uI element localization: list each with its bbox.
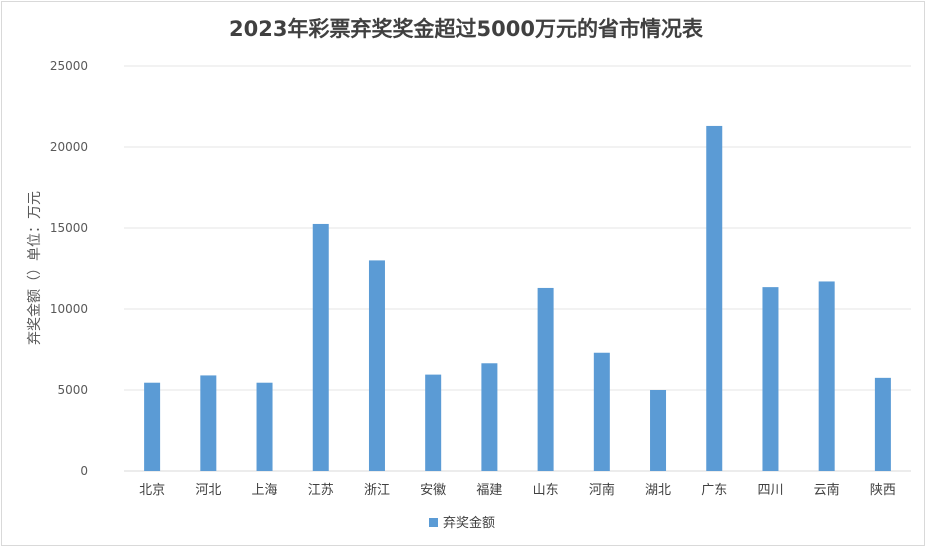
x-tick-label: 安徽 xyxy=(420,483,446,498)
bar xyxy=(200,375,217,471)
bar xyxy=(425,374,442,471)
x-tick-label: 上海 xyxy=(252,483,278,498)
y-tick-label: 25000 xyxy=(50,59,88,73)
x-tick-label: 湖北 xyxy=(645,483,671,498)
x-tick-label: 河北 xyxy=(195,483,221,498)
bar xyxy=(874,377,891,471)
chart-title: 2023年彩票弃奖奖金超过5000万元的省市情况表 xyxy=(229,17,704,41)
bar xyxy=(762,287,779,471)
y-axis-ticks: 0 5000 10000 15000 20000 25000 xyxy=(50,59,88,478)
legend: 弃奖金额 xyxy=(429,515,495,531)
bar xyxy=(650,390,667,471)
bar xyxy=(312,223,329,471)
legend-label: 弃奖金额 xyxy=(443,515,495,531)
x-tick-label: 江苏 xyxy=(308,482,334,498)
bar xyxy=(818,281,835,471)
x-tick-label: 云南 xyxy=(814,482,840,498)
legend-swatch xyxy=(429,518,438,527)
y-tick-label: 0 xyxy=(80,464,88,478)
bar xyxy=(256,382,273,471)
bar xyxy=(368,260,385,471)
x-axis-categories: 北京 河北 上海 江苏 浙江 安徽 福建 山东 河南 湖北 广东 四川 云南 陕西 xyxy=(139,482,896,498)
x-tick-label: 河南 xyxy=(589,482,615,498)
bar xyxy=(706,125,723,471)
y-tick-label: 10000 xyxy=(50,302,88,316)
bar xyxy=(593,352,610,471)
gridlines xyxy=(124,65,911,472)
x-tick-label: 四川 xyxy=(757,483,783,498)
x-tick-label: 北京 xyxy=(139,483,165,498)
x-tick-label: 山东 xyxy=(533,483,559,498)
y-tick-label: 20000 xyxy=(50,140,88,154)
x-tick-label: 广东 xyxy=(701,483,727,498)
x-tick-label: 陕西 xyxy=(870,483,896,498)
x-tick-label: 浙江 xyxy=(364,483,390,498)
bar xyxy=(144,382,161,471)
y-tick-label: 5000 xyxy=(57,383,88,397)
y-axis-label: 弃奖金额（）单位：万元 xyxy=(26,191,43,345)
bar xyxy=(537,287,554,471)
bars xyxy=(144,125,891,471)
bar xyxy=(481,363,498,471)
x-tick-label: 福建 xyxy=(476,483,502,498)
y-tick-label: 15000 xyxy=(50,221,88,235)
